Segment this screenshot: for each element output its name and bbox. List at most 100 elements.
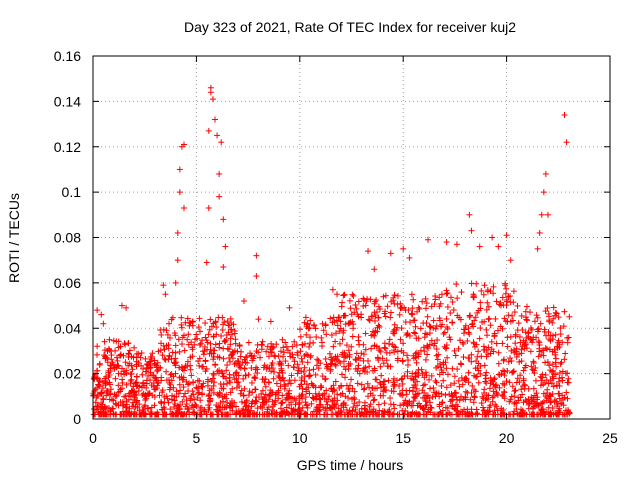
roti-point xyxy=(286,304,293,311)
roti-point-bg xyxy=(345,411,352,418)
roti-point-bg xyxy=(228,331,235,338)
roti-point xyxy=(220,216,227,223)
roti-point-bg xyxy=(320,327,327,334)
roti-point-bg xyxy=(122,404,129,411)
roti-point-bg xyxy=(432,296,439,303)
roti-point-bg xyxy=(343,406,350,413)
roti-point-bg xyxy=(164,331,171,338)
roti-point-bg xyxy=(226,354,233,361)
roti-point-bg xyxy=(436,294,443,301)
roti-point-bg xyxy=(210,382,217,389)
roti-point-bg xyxy=(458,361,465,368)
roti-point-bg xyxy=(166,352,173,359)
roti-point-bg xyxy=(410,394,417,401)
roti-point-bg xyxy=(115,382,122,389)
roti-point-bg xyxy=(397,305,404,312)
roti-point-bg xyxy=(432,325,439,332)
roti-point-bg xyxy=(117,352,124,359)
roti-point-bg xyxy=(327,368,334,375)
roti-point-bg xyxy=(220,373,227,380)
roti-point-bg xyxy=(528,326,535,333)
roti-point-bg xyxy=(511,309,518,316)
roti-point-bg xyxy=(493,381,500,388)
roti-point-bg xyxy=(313,404,320,411)
roti-point-bg xyxy=(285,362,292,369)
roti-point-bg xyxy=(481,318,488,325)
roti-point xyxy=(123,304,130,311)
roti-point-bg xyxy=(277,405,284,412)
roti-point-bg xyxy=(462,388,469,395)
roti-point-bg xyxy=(552,331,559,338)
roti-point-bg xyxy=(201,347,208,354)
roti-point-bg xyxy=(532,377,539,384)
roti-point-bg xyxy=(349,333,356,340)
roti-point-bg xyxy=(406,332,413,339)
roti-point-bg xyxy=(349,396,356,403)
roti-point-bg xyxy=(543,377,550,384)
roti-point-bg xyxy=(170,384,177,391)
roti-point-bg xyxy=(342,312,349,319)
roti-point-bg xyxy=(413,385,420,392)
roti-point xyxy=(205,127,212,134)
roti-point-bg xyxy=(101,338,108,345)
roti-point-bg xyxy=(439,400,446,407)
roti-point-bg xyxy=(224,411,231,418)
roti-point-bg xyxy=(412,354,419,361)
roti-point-bg xyxy=(306,390,313,397)
roti-point xyxy=(203,259,210,266)
roti-point-bg xyxy=(468,358,475,365)
roti-point-bg xyxy=(168,355,175,362)
roti-point-bg xyxy=(134,404,141,411)
plot-frame xyxy=(92,55,611,420)
roti-point-bg xyxy=(513,400,520,407)
roti-point-bg xyxy=(158,340,165,347)
roti-point-bg xyxy=(223,367,230,374)
roti-point xyxy=(400,245,407,252)
roti-point-bg xyxy=(385,408,392,415)
roti-point-bg xyxy=(559,396,566,403)
roti-point-bg xyxy=(439,411,446,418)
roti-point-bg xyxy=(279,375,286,382)
roti-point-bg xyxy=(107,365,114,372)
roti-point-bg xyxy=(142,355,149,362)
roti-point-bg xyxy=(327,315,334,322)
roti-point-bg xyxy=(556,375,563,382)
roti-point-bg xyxy=(273,380,280,387)
roti-point-bg xyxy=(292,407,299,414)
roti-point-bg xyxy=(437,364,444,371)
roti-point-bg xyxy=(376,411,383,418)
roti-point-bg xyxy=(301,319,308,326)
roti-point-bg xyxy=(197,340,204,347)
roti-point-bg xyxy=(390,375,397,382)
roti-point-bg xyxy=(202,320,209,327)
roti-point-bg xyxy=(358,405,365,412)
roti-point-bg xyxy=(328,332,335,339)
roti-point-bg xyxy=(325,363,332,370)
roti-point-bg xyxy=(347,305,354,312)
roti-point-bg xyxy=(532,364,539,371)
roti-point-bg xyxy=(104,411,111,418)
roti-point-bg xyxy=(303,331,310,338)
roti-point-bg xyxy=(434,336,441,343)
roti-point-bg xyxy=(187,366,194,373)
roti-point-bg xyxy=(282,396,289,403)
roti-point-bg xyxy=(480,404,487,411)
grid-lines xyxy=(93,56,610,419)
roti-point-bg xyxy=(385,377,392,384)
roti-point-bg xyxy=(119,379,126,386)
roti-point-bg xyxy=(221,393,228,400)
roti-point-bg xyxy=(136,383,143,390)
roti-point-bg xyxy=(492,315,499,322)
roti-point xyxy=(205,205,212,212)
roti-point-bg xyxy=(380,392,387,399)
roti-point-bg xyxy=(206,350,213,357)
roti-point-bg xyxy=(485,392,492,399)
roti-point-bg xyxy=(414,378,421,385)
roti-point-bg xyxy=(536,339,543,346)
roti-point-bg xyxy=(308,400,315,407)
roti-point-bg xyxy=(283,343,290,350)
roti-point-bg xyxy=(260,399,267,406)
roti-point-bg xyxy=(546,346,553,353)
roti-point-bg xyxy=(216,354,223,361)
roti-point-bg xyxy=(220,345,227,352)
